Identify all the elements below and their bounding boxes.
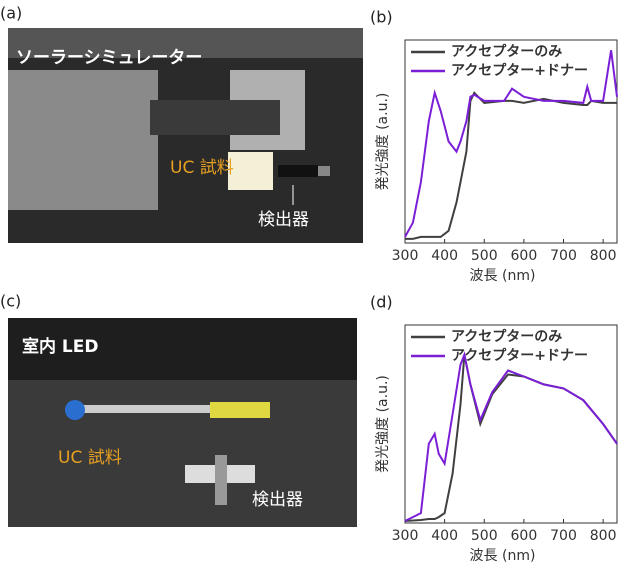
series-line (405, 355, 617, 521)
detector-label: 検出器 (252, 490, 303, 510)
x-axis-label: 波長 (nm) (470, 268, 536, 284)
y-axis-label: 発光強度 (a.u.) (375, 93, 391, 191)
x-tick-label: 700 (550, 248, 577, 264)
photo-title: 室内 LED (22, 336, 98, 357)
x-tick-label: 300 (392, 528, 419, 544)
x-tick-label: 500 (471, 528, 498, 544)
sample-label: UC 試料 (170, 158, 234, 178)
x-axis-label: 波長 (nm) (470, 548, 536, 564)
figure: (a) ソーラーシミュレーター UC 試料 検出器 (c) 室内 LED UC … (0, 0, 644, 567)
series-line (405, 355, 617, 521)
legend-label: アクセプター+ドナー (451, 63, 588, 79)
y-axis-label: 発光強度 (a.u.) (375, 375, 391, 473)
x-tick-label: 800 (590, 528, 617, 544)
x-tick-label: 700 (550, 528, 577, 544)
x-tick-label: 300 (392, 248, 419, 264)
photo-title: ソーラーシミュレーター (16, 48, 202, 68)
sample-label: UC 試料 (58, 448, 122, 468)
x-tick-label: 400 (431, 248, 458, 264)
x-tick-label: 800 (590, 248, 617, 264)
x-tick-label: 600 (511, 248, 538, 264)
x-tick-label: 500 (471, 248, 498, 264)
x-tick-label: 400 (431, 528, 458, 544)
detector-label: 検出器 (258, 210, 309, 230)
panel-label: (c) (0, 292, 21, 311)
legend-label: アクセプターのみ (451, 329, 562, 345)
panel-label: (b) (370, 8, 393, 27)
legend-label: アクセプター+ドナー (451, 348, 588, 364)
series-line (405, 93, 617, 239)
panel-label: (a) (0, 4, 22, 23)
x-tick-label: 600 (511, 528, 538, 544)
panel-label: (d) (370, 293, 393, 312)
legend-label: アクセプターのみ (451, 44, 562, 60)
